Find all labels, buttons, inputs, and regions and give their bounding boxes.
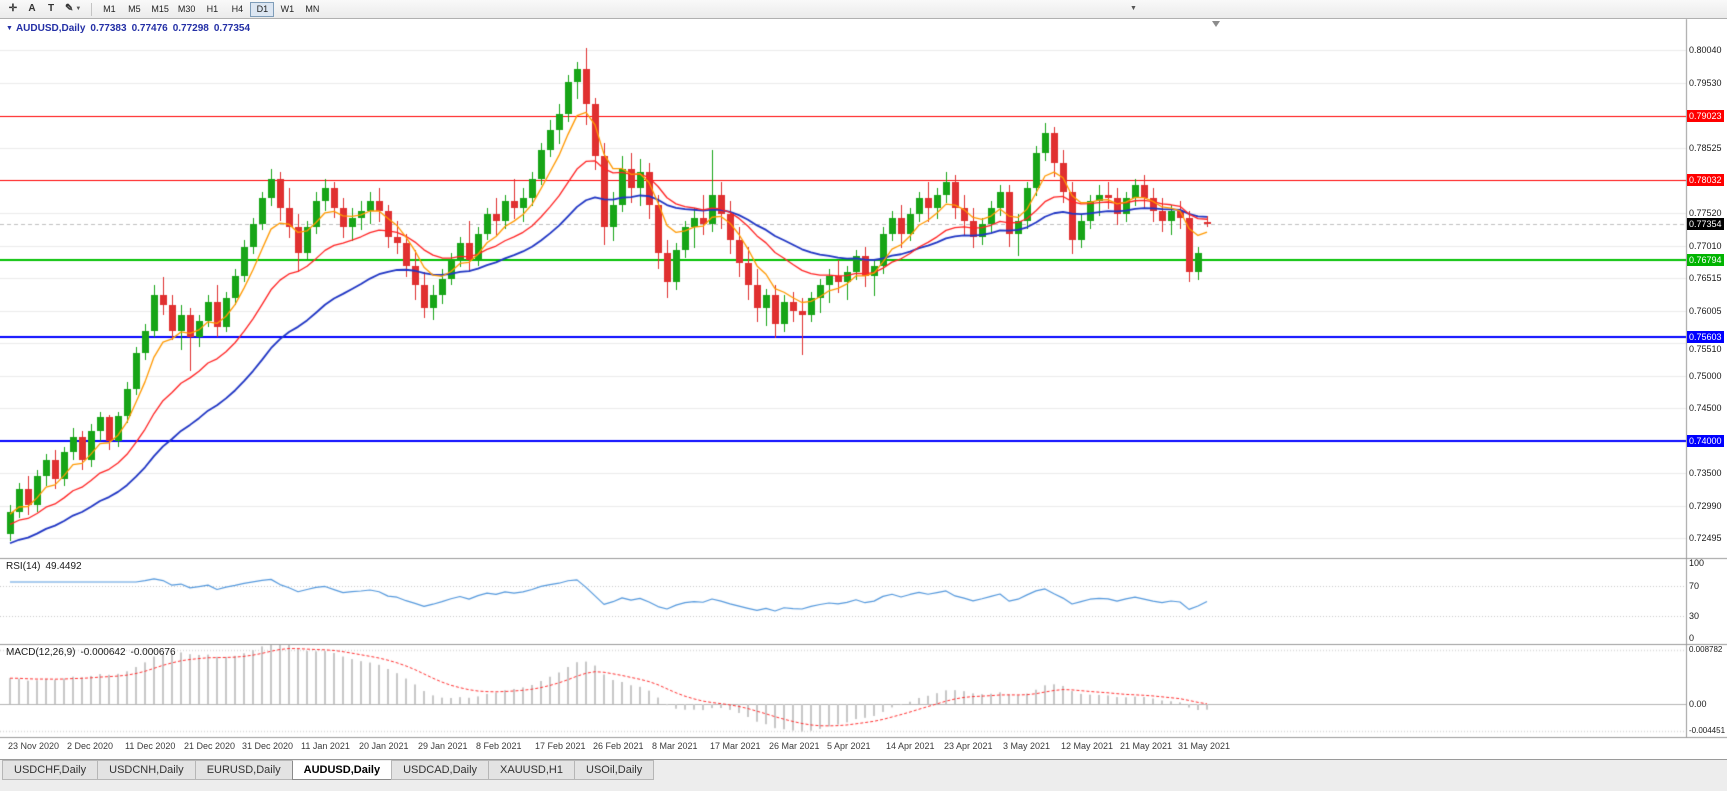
quote-open: 0.77383 (90, 23, 127, 34)
timeframe-m30-button[interactable]: M30 (174, 2, 200, 17)
toolbar-separator (91, 2, 93, 16)
drawing-tools-icon: ✎ (65, 3, 74, 14)
toolbar: ✛ A T ✎ ▼ M1 M5 M15 M30 H1 H4 D1 W1 MN ▼ (0, 0, 1727, 19)
rsi-value: 49.4492 (45, 561, 82, 572)
timeframe-h1-button[interactable]: H1 (200, 2, 224, 17)
tab-xauusd-h1[interactable]: XAUUSD,H1 (488, 760, 575, 780)
macd-value-main: -0.000642 (80, 647, 126, 658)
tab-audusd-daily[interactable]: AUDUSD,Daily (291, 760, 393, 780)
quote-high: 0.77476 (131, 23, 168, 34)
timeframe-m5-button[interactable]: M5 (122, 2, 146, 17)
timeframe-m1-button[interactable]: M1 (97, 2, 121, 17)
macd-name: MACD(12,26,9) (6, 647, 76, 658)
tab-usdchf-daily[interactable]: USDCHF,Daily (2, 760, 99, 780)
text-icon: T (47, 3, 55, 14)
macd-indicator-label: MACD(12,26,9) -0.000642 -0.000676 (6, 647, 181, 658)
rsi-name: RSI(14) (6, 561, 41, 572)
quote-low: 0.77298 (172, 23, 209, 34)
chart-shift-marker-icon[interactable] (1212, 21, 1220, 27)
tool-text-button[interactable]: T (42, 2, 60, 17)
crosshair-icon: ✛ (8, 3, 18, 14)
timeframe-h4-button[interactable]: H4 (225, 2, 249, 17)
macd-value-signal: -0.000676 (130, 647, 176, 658)
chevron-down-icon: ▼ (75, 6, 82, 12)
timeframe-d1-button[interactable]: D1 (250, 1, 275, 17)
timeframe-w1-button[interactable]: W1 (275, 2, 299, 17)
toolbar-overflow-chevron-icon[interactable]: ▼ (1130, 5, 1137, 12)
tab-usoil-daily[interactable]: USOil,Daily (574, 760, 655, 780)
tool-drawing-tools-button[interactable]: ✎ ▼ (61, 2, 85, 17)
tool-crosshair-button[interactable]: ✛ (4, 2, 22, 17)
tab-eurusd-daily[interactable]: EURUSD,Daily (194, 760, 293, 780)
tab-usdcnh-daily[interactable]: USDCNH,Daily (97, 760, 196, 780)
timeframe-mn-button[interactable]: MN (300, 2, 324, 17)
tool-text-label-button[interactable]: A (23, 2, 41, 17)
chart-symbol-period: AUDUSD,Daily (15, 23, 86, 34)
rsi-indicator-label: RSI(14) 49.4492 (6, 561, 87, 572)
text-label-icon: A (28, 3, 36, 14)
tab-usdcad-daily[interactable]: USDCAD,Daily (391, 760, 490, 780)
chart-tab-bar: USDCHF,Daily USDCNH,Daily EURUSD,Daily AUDU… (0, 759, 1727, 791)
chart-marker-icon: ▼ (6, 25, 13, 32)
quote-close: 0.77354 (213, 23, 251, 34)
chart-title: ▼ AUDUSD,Daily 0.77383 0.77476 0.77298 0.7735… (6, 23, 255, 34)
timeframe-m15-button[interactable]: M15 (147, 2, 173, 17)
